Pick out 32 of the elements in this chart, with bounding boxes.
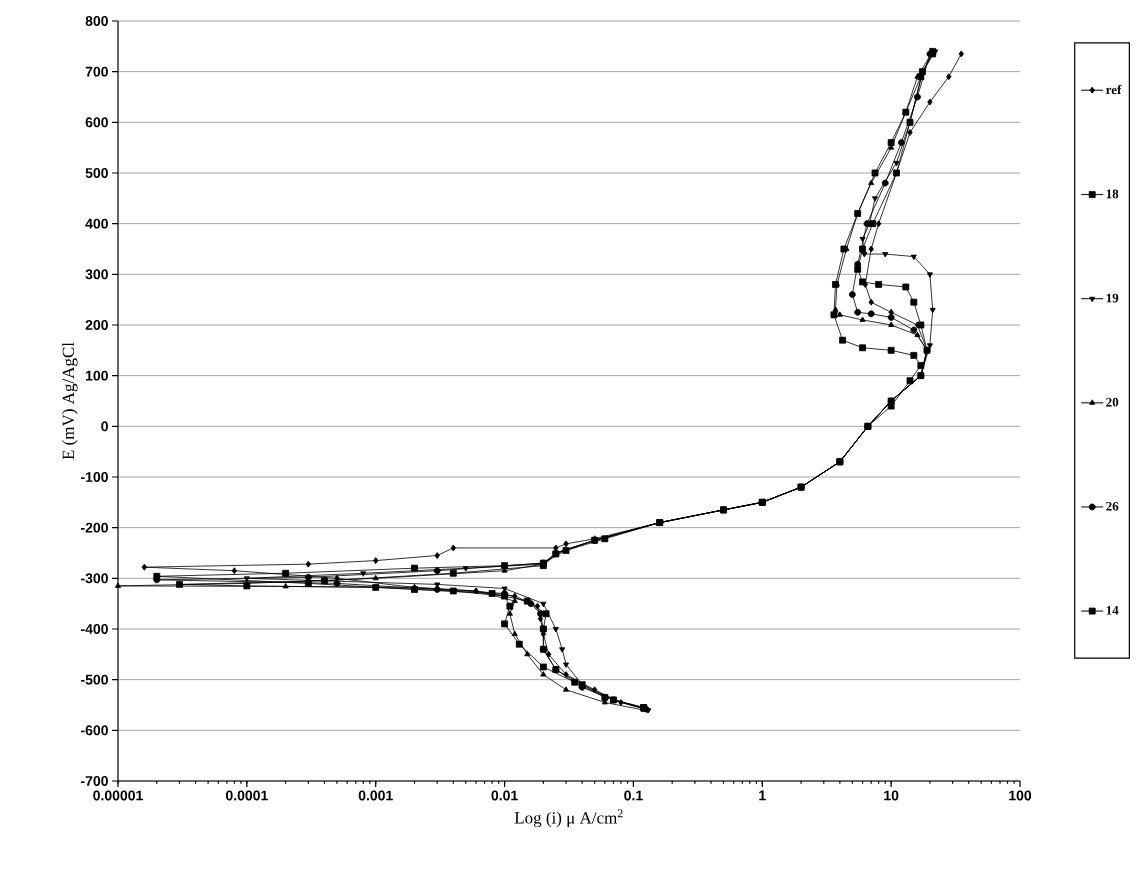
x-tick-label: 0.0001 <box>226 790 268 801</box>
y-tick-label: -500 <box>81 674 108 685</box>
x-tick-label: 0.00001 <box>93 790 143 801</box>
legend-label: ref <box>1106 84 1122 95</box>
y-tick-label: 800 <box>85 16 108 26</box>
legend-label: 19 <box>1106 293 1119 303</box>
x-tick-label: 1 <box>759 790 766 801</box>
legend-label: 14 <box>1106 606 1119 615</box>
y-tick-label: -700 <box>81 776 108 786</box>
y-tick-label: 600 <box>85 117 108 128</box>
legend-label: 26 <box>1106 501 1119 511</box>
y-tick-label: -300 <box>81 573 108 584</box>
x-tick-label: 0.01 <box>491 790 518 801</box>
y-tick-label: 500 <box>85 168 108 178</box>
y-tick-label: -200 <box>81 522 108 533</box>
x-axis-title: Log (i) μ A/cm$^{2}$ <box>514 809 623 828</box>
legend-label: 18 <box>1106 189 1119 199</box>
legend-label: 20 <box>1106 397 1119 407</box>
y-tick-label: 400 <box>85 218 108 229</box>
x-tick-label: 100 <box>1009 790 1032 801</box>
x-tick-label: 0.1 <box>624 790 643 801</box>
y-tick-label: 700 <box>85 66 108 77</box>
y-tick-label: 100 <box>86 370 108 381</box>
y-tick-label: -600 <box>81 725 108 736</box>
y-tick-label: 300 <box>85 269 108 280</box>
y-tick-label: 200 <box>85 320 108 330</box>
y-tick-label: -400 <box>81 624 108 634</box>
x-tick-label: 10 <box>884 790 899 801</box>
x-tick-label: 0.001 <box>358 790 393 801</box>
y-tick-label: -100 <box>81 472 108 482</box>
y-tick-label: 0 <box>101 421 108 432</box>
y-axis-title: E (mV) Ag/AgCl <box>62 342 78 460</box>
